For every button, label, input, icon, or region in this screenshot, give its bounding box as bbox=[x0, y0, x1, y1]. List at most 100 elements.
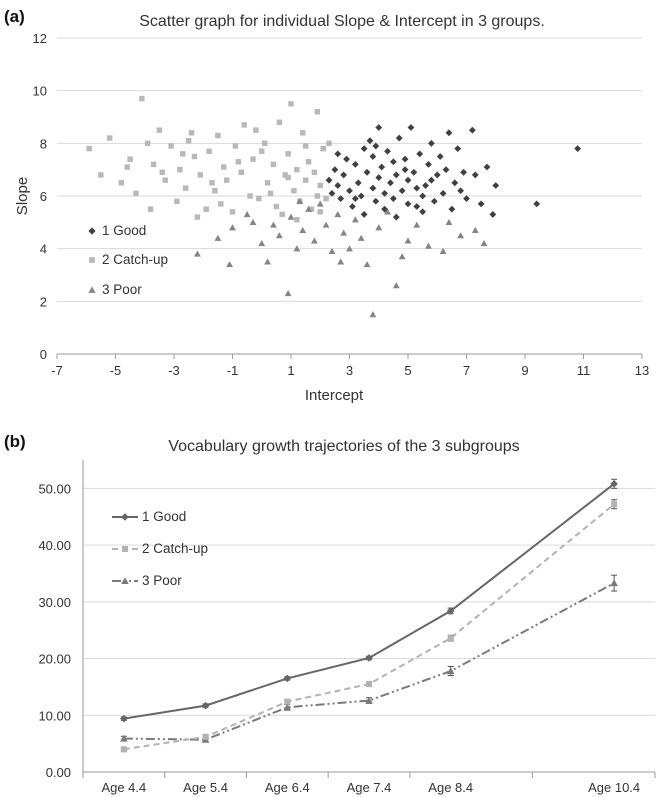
line-x-tick-label: Age 6.4 bbox=[265, 780, 310, 795]
panel-a-label: (a) bbox=[4, 7, 25, 26]
legend-item-good: 1 Good bbox=[88, 223, 146, 238]
scatter-y-tick-label: 4 bbox=[40, 242, 47, 257]
scatter-point bbox=[451, 179, 459, 187]
scatter-point bbox=[235, 159, 242, 165]
scatter-point bbox=[346, 245, 353, 252]
scatter-point bbox=[86, 145, 92, 152]
scatter-point bbox=[401, 155, 409, 163]
legend-marker-poor bbox=[88, 286, 96, 293]
scatter-point bbox=[253, 127, 259, 133]
scatter-point bbox=[389, 158, 397, 166]
scatter-point bbox=[317, 209, 323, 215]
scatter-point bbox=[174, 198, 180, 204]
line-y-tick-label: 30.00 bbox=[38, 595, 71, 610]
data-point bbox=[446, 667, 455, 675]
scatter-point bbox=[422, 182, 429, 189]
scatter-point bbox=[294, 166, 300, 173]
scatter-point bbox=[314, 193, 321, 199]
scatter-point bbox=[256, 195, 262, 202]
scatter-point bbox=[159, 169, 166, 176]
line-series-good bbox=[120, 478, 618, 723]
scatter-point bbox=[180, 151, 186, 157]
scatter-point bbox=[124, 164, 130, 170]
panel-b-label: (b) bbox=[4, 432, 26, 451]
scatter-point bbox=[387, 179, 394, 187]
scatter-point bbox=[241, 122, 247, 128]
scatter-point bbox=[185, 137, 192, 144]
scatter-x-ticks: -7 -5 -3 -1 1 3 5 7 9 11 13 bbox=[51, 363, 649, 378]
scatter-point bbox=[471, 226, 479, 233]
scatter-points bbox=[86, 95, 582, 318]
line-panel: (b) Vocabulary growth trajectories of th… bbox=[4, 432, 656, 795]
scatter-point bbox=[404, 200, 412, 208]
scatter-point bbox=[127, 156, 133, 162]
line-x-tick-label: Age 7.4 bbox=[347, 780, 392, 795]
line-axes bbox=[82, 460, 656, 778]
legend-item-catchup: 2 Catch-up bbox=[112, 541, 208, 556]
scatter-point bbox=[275, 232, 283, 239]
scatter-point bbox=[445, 218, 453, 226]
scatter-point bbox=[98, 172, 104, 178]
scatter-x-tick-label: 1 bbox=[287, 363, 294, 378]
scatter-point bbox=[477, 200, 485, 208]
scatter-point bbox=[354, 179, 362, 187]
scatter-point bbox=[574, 145, 582, 152]
scatter-point bbox=[366, 137, 374, 145]
scatter-point bbox=[299, 226, 307, 233]
scatter-point bbox=[384, 208, 391, 215]
scatter-point bbox=[323, 195, 329, 202]
scatter-point bbox=[247, 193, 253, 199]
legend-label-good: 1 Good bbox=[102, 223, 146, 238]
legend-line-good bbox=[112, 513, 138, 521]
scatter-point bbox=[249, 218, 257, 226]
scatter-point bbox=[372, 142, 380, 150]
scatter-point bbox=[360, 145, 368, 152]
scatter-point bbox=[430, 197, 438, 205]
data-point bbox=[120, 714, 128, 723]
scatter-point bbox=[305, 205, 312, 212]
line-x-ticks: Age 4.4 Age 5.4 Age 6.4 Age 7.4 Age 8.4 Age 1… bbox=[101, 780, 640, 795]
data-point bbox=[610, 480, 618, 488]
scatter-point bbox=[267, 190, 274, 197]
scatter-point bbox=[188, 130, 195, 136]
scatter-point bbox=[483, 163, 491, 171]
scatter-point bbox=[375, 124, 383, 131]
line-x-tick-label: Age 4.4 bbox=[101, 780, 146, 795]
scatter-point bbox=[401, 166, 409, 174]
scatter-point bbox=[258, 240, 266, 247]
legend-marker bbox=[121, 545, 129, 553]
line-series bbox=[120, 478, 618, 753]
scatter-y-ticks: 0 2 4 6 8 10 12 bbox=[33, 31, 47, 362]
scatter-point bbox=[413, 184, 421, 192]
scatter-point bbox=[226, 261, 233, 268]
scatter-x-tick-label: 7 bbox=[463, 363, 470, 378]
scatter-point bbox=[118, 180, 125, 186]
legend-item-poor: 3 Poor bbox=[112, 573, 182, 588]
scatter-point bbox=[375, 224, 383, 231]
scatter-point bbox=[419, 192, 427, 200]
scatter-point bbox=[311, 169, 318, 176]
scatter-point bbox=[264, 180, 271, 186]
scatter-point bbox=[369, 153, 377, 160]
scatter-title: Scatter graph for individual Slope & Int… bbox=[139, 13, 545, 30]
scatter-x-tick-label: -7 bbox=[51, 363, 63, 378]
scatter-point bbox=[197, 172, 204, 178]
scatter-point bbox=[287, 213, 295, 220]
scatter-point bbox=[351, 216, 359, 223]
data-point bbox=[120, 746, 127, 753]
scatter-point bbox=[144, 140, 151, 147]
line-y-tick-label: 20.00 bbox=[38, 652, 71, 667]
data-point bbox=[611, 501, 618, 508]
scatter-point bbox=[259, 148, 265, 154]
scatter-point bbox=[404, 176, 412, 184]
scatter-point bbox=[340, 229, 348, 236]
scatter-point bbox=[457, 187, 465, 195]
line-y-tick-label: 50.00 bbox=[38, 481, 71, 496]
scatter-point bbox=[212, 188, 218, 194]
scatter-point bbox=[378, 163, 386, 171]
scatter-point bbox=[407, 124, 415, 131]
scatter-point bbox=[392, 213, 400, 221]
scatter-gridlines bbox=[57, 37, 642, 302]
scatter-point bbox=[351, 195, 359, 203]
